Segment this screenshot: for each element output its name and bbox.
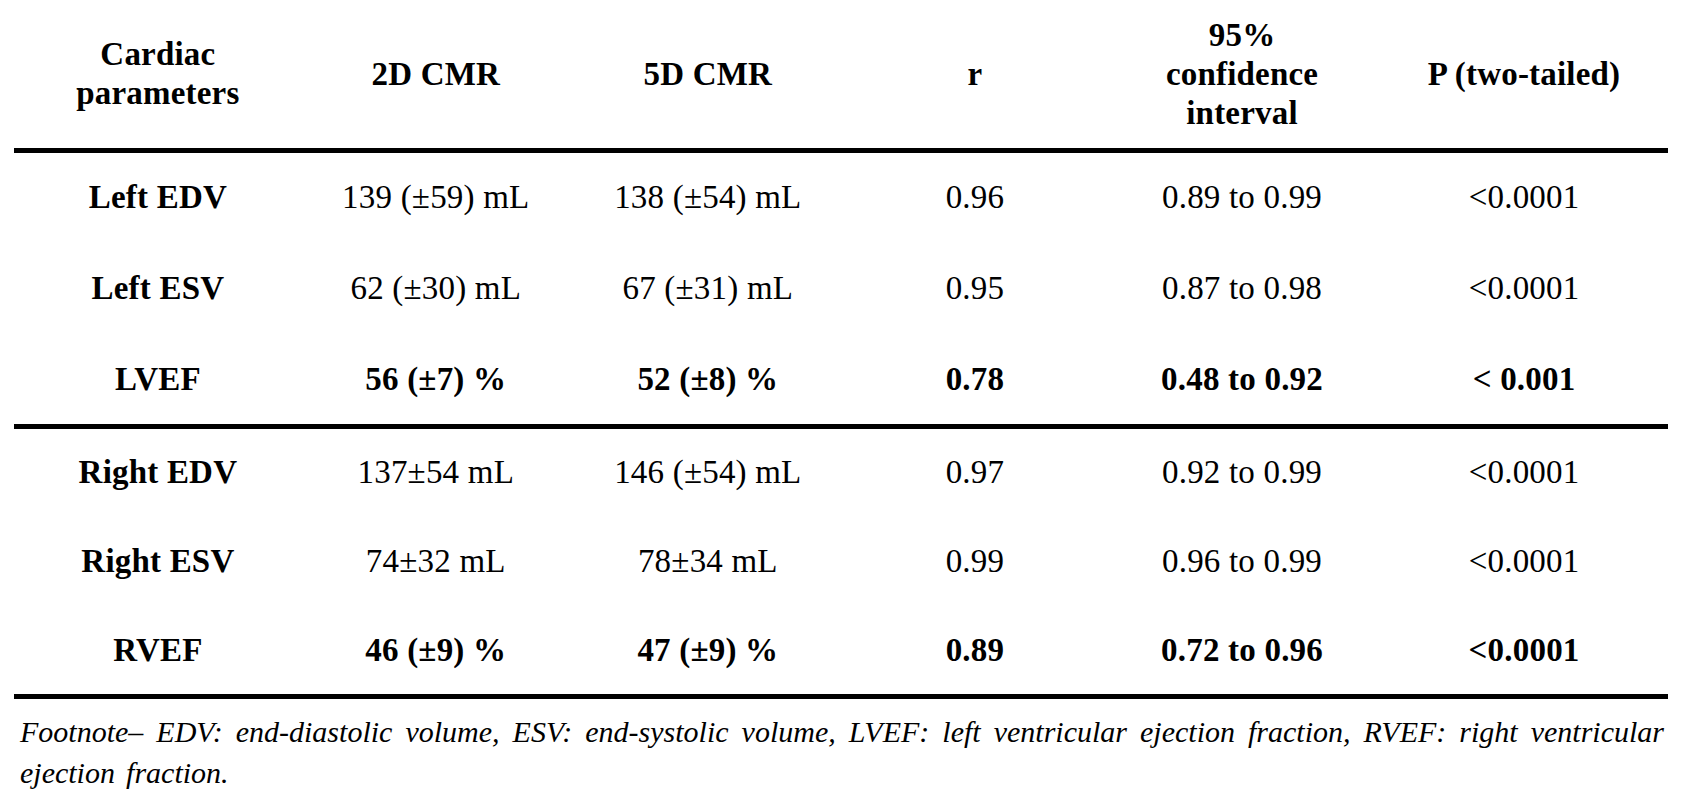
r-cell: 0.99: [846, 517, 1104, 607]
r-cell: 0.96: [846, 151, 1104, 243]
table-row-rvef: RVEF 46 (±9) % 47 (±9) % 0.89 0.72 to 0.…: [14, 607, 1668, 697]
parameter-cell: Left ESV: [14, 243, 302, 335]
p-cell: < 0.001: [1380, 335, 1668, 427]
table-row-lvef: LVEF 56 (±7) % 52 (±8) % 0.78 0.48 to 0.…: [14, 335, 1668, 427]
p-cell: <0.0001: [1380, 517, 1668, 607]
r-cell: 0.95: [846, 243, 1104, 335]
cmr2d-cell: 139 (±59) mL: [302, 151, 570, 243]
ci-cell: 0.89 to 0.99: [1104, 151, 1380, 243]
parameter-cell: Left EDV: [14, 151, 302, 243]
cmr5d-cell: 146 (±54) mL: [570, 427, 846, 517]
footnote: Footnote– EDV: end-diastolic volume, ESV…: [20, 711, 1664, 793]
cmr5d-cell: 78±34 mL: [570, 517, 846, 607]
col-header-confidence-interval: 95% confidence interval: [1104, 0, 1380, 151]
parameter-cell: RVEF: [14, 607, 302, 697]
col-header-p-two-tailed: P (two-tailed): [1380, 0, 1668, 151]
cmr2d-cell: 56 (±7) %: [302, 335, 570, 427]
p-cell: <0.0001: [1380, 151, 1668, 243]
cmr5d-cell: 67 (±31) mL: [570, 243, 846, 335]
table-row-left-edv: Left EDV 139 (±59) mL 138 (±54) mL 0.96 …: [14, 151, 1668, 243]
table-row-right-edv: Right EDV 137±54 mL 146 (±54) mL 0.97 0.…: [14, 427, 1668, 517]
r-cell: 0.89: [846, 607, 1104, 697]
cmr2d-cell: 74±32 mL: [302, 517, 570, 607]
r-cell: 0.78: [846, 335, 1104, 427]
parameter-cell: Right ESV: [14, 517, 302, 607]
p-cell: <0.0001: [1380, 243, 1668, 335]
ci-cell: 0.72 to 0.96: [1104, 607, 1380, 697]
parameter-cell: LVEF: [14, 335, 302, 427]
p-cell: <0.0001: [1380, 427, 1668, 517]
cmr5d-cell: 52 (±8) %: [570, 335, 846, 427]
ci-cell: 0.96 to 0.99: [1104, 517, 1380, 607]
cmr5d-cell: 47 (±9) %: [570, 607, 846, 697]
cmr2d-cell: 62 (±30) mL: [302, 243, 570, 335]
cmr2d-cell: 46 (±9) %: [302, 607, 570, 697]
cmr5d-cell: 138 (±54) mL: [570, 151, 846, 243]
ci-cell: 0.92 to 0.99: [1104, 427, 1380, 517]
paper-table-page: Cardiac parameters 2D CMR 5D CMR r 95% c…: [0, 0, 1682, 800]
col-header-r: r: [846, 0, 1104, 151]
col-header-5d-cmr: 5D CMR: [570, 0, 846, 151]
ci-cell: 0.48 to 0.92: [1104, 335, 1380, 427]
p-cell: <0.0001: [1380, 607, 1668, 697]
cardiac-parameters-table: Cardiac parameters 2D CMR 5D CMR r 95% c…: [14, 0, 1668, 699]
r-cell: 0.97: [846, 427, 1104, 517]
table-header-row: Cardiac parameters 2D CMR 5D CMR r 95% c…: [14, 0, 1668, 151]
col-header-cardiac-parameters: Cardiac parameters: [14, 0, 302, 151]
ci-cell: 0.87 to 0.98: [1104, 243, 1380, 335]
table-row-right-esv: Right ESV 74±32 mL 78±34 mL 0.99 0.96 to…: [14, 517, 1668, 607]
table-row-left-esv: Left ESV 62 (±30) mL 67 (±31) mL 0.95 0.…: [14, 243, 1668, 335]
col-header-2d-cmr: 2D CMR: [302, 0, 570, 151]
parameter-cell: Right EDV: [14, 427, 302, 517]
cmr2d-cell: 137±54 mL: [302, 427, 570, 517]
